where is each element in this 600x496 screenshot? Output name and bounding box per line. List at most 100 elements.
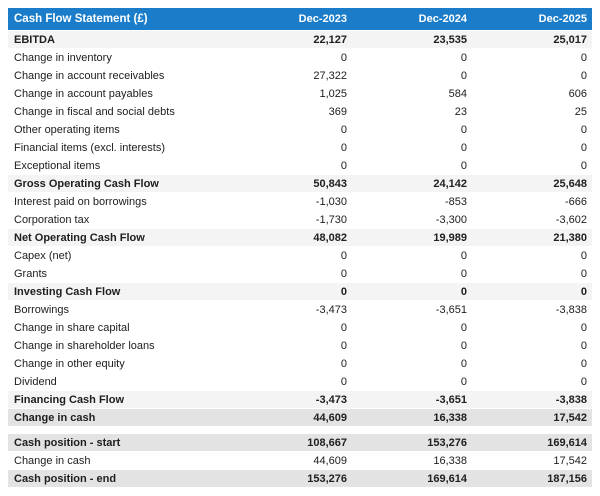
row-value: 0: [352, 337, 472, 355]
table-row: Capex (net) 0 0 0: [8, 247, 592, 265]
row-value: 0: [352, 355, 472, 373]
cash-flow-table: Cash Flow Statement (£) Dec-2023 Dec-202…: [8, 8, 592, 488]
row-label: Corporation tax: [8, 211, 232, 229]
row-value: 16,338: [352, 409, 472, 427]
row-value: 0: [472, 265, 592, 283]
row-value: -1,730: [232, 211, 352, 229]
row-value: -3,651: [352, 391, 472, 409]
row-label: Exceptional items: [8, 157, 232, 175]
row-value: -3,838: [472, 391, 592, 409]
table-row: Change in account receivables 27,322 0 0: [8, 67, 592, 85]
row-value: 0: [472, 157, 592, 175]
table-row: Other operating items 0 0 0: [8, 121, 592, 139]
table-row: Borrowings -3,473 -3,651 -3,838: [8, 301, 592, 319]
row-value: 0: [472, 121, 592, 139]
row-label: Change in other equity: [8, 355, 232, 373]
row-value: 0: [232, 49, 352, 67]
row-value: 50,843: [232, 175, 352, 193]
table-row: Grants 0 0 0: [8, 265, 592, 283]
row-value: 169,614: [472, 427, 592, 452]
table-row: EBITDA 22,127 23,535 25,017: [8, 31, 592, 49]
row-value: -3,651: [352, 301, 472, 319]
row-value: 23: [352, 103, 472, 121]
table-row: Financing Cash Flow -3,473 -3,651 -3,838: [8, 391, 592, 409]
row-value: 0: [352, 139, 472, 157]
row-label: Change in inventory: [8, 49, 232, 67]
row-value: 17,542: [472, 409, 592, 427]
row-value: 1,025: [232, 85, 352, 103]
row-label: Investing Cash Flow: [8, 283, 232, 301]
row-value: 584: [352, 85, 472, 103]
table-row: Change in other equity 0 0 0: [8, 355, 592, 373]
table-row: Financial items (excl. interests) 0 0 0: [8, 139, 592, 157]
row-value: 25,648: [472, 175, 592, 193]
table-title: Cash Flow Statement (£): [8, 8, 232, 31]
table-body: EBITDA 22,127 23,535 25,017 Change in invent…: [8, 31, 592, 488]
row-value: -666: [472, 193, 592, 211]
row-value: 0: [232, 337, 352, 355]
row-label: Change in share capital: [8, 319, 232, 337]
row-value: 23,535: [352, 31, 472, 49]
row-label: Change in shareholder loans: [8, 337, 232, 355]
row-value: 0: [352, 247, 472, 265]
row-value: 16,338: [352, 452, 472, 470]
row-label: Change in account payables: [8, 85, 232, 103]
table-row: Net Operating Cash Flow 48,082 19,989 21,38…: [8, 229, 592, 247]
table-row: Cash position - end 153,276 169,614 187,156: [8, 470, 592, 488]
table-row: Change in account payables 1,025 584 606: [8, 85, 592, 103]
row-label: Change in account receivables: [8, 67, 232, 85]
row-label: Dividend: [8, 373, 232, 391]
row-value: 0: [472, 139, 592, 157]
row-value: -3,838: [472, 301, 592, 319]
row-value: 0: [352, 157, 472, 175]
row-value: 0: [352, 265, 472, 283]
row-value: 25: [472, 103, 592, 121]
column-header-dec-2025: Dec-2025: [472, 8, 592, 31]
row-label: Gross Operating Cash Flow: [8, 175, 232, 193]
column-header-dec-2023: Dec-2023: [232, 8, 352, 31]
table-row: Gross Operating Cash Flow 50,843 24,142 25,…: [8, 175, 592, 193]
table-row: Interest paid on borrowings -1,030 -853 -66…: [8, 193, 592, 211]
table-row: Change in fiscal and social debts 369 23 25: [8, 103, 592, 121]
row-value: 0: [472, 283, 592, 301]
row-value: 44,609: [232, 452, 352, 470]
row-value: 0: [472, 247, 592, 265]
row-value: 27,322: [232, 67, 352, 85]
header-row: Cash Flow Statement (£) Dec-2023 Dec-202…: [8, 8, 592, 31]
row-label: Financial items (excl. interests): [8, 139, 232, 157]
table-row: Change in cash 44,609 16,338 17,542: [8, 409, 592, 427]
row-label: EBITDA: [8, 31, 232, 49]
table-row: Dividend 0 0 0: [8, 373, 592, 391]
row-value: -3,473: [232, 301, 352, 319]
row-value: 0: [232, 355, 352, 373]
row-value: 369: [232, 103, 352, 121]
row-label: Net Operating Cash Flow: [8, 229, 232, 247]
row-label: Cash position - start: [8, 427, 232, 452]
table-row: Change in shareholder loans 0 0 0: [8, 337, 592, 355]
row-value: 0: [352, 67, 472, 85]
row-value: 0: [352, 373, 472, 391]
row-value: 44,609: [232, 409, 352, 427]
row-label: Change in cash: [8, 409, 232, 427]
row-value: 0: [472, 67, 592, 85]
row-value: 108,667: [232, 427, 352, 452]
row-value: 48,082: [232, 229, 352, 247]
row-value: 22,127: [232, 31, 352, 49]
row-value: 0: [472, 337, 592, 355]
row-label: Cash position - end: [8, 470, 232, 488]
row-label: Capex (net): [8, 247, 232, 265]
row-value: 187,156: [472, 470, 592, 488]
row-value: 0: [472, 355, 592, 373]
row-value: 0: [352, 121, 472, 139]
row-value: 153,276: [352, 427, 472, 452]
row-value: 0: [352, 49, 472, 67]
row-value: 24,142: [352, 175, 472, 193]
row-value: 0: [472, 49, 592, 67]
column-header-dec-2024: Dec-2024: [352, 8, 472, 31]
row-value: 169,614: [352, 470, 472, 488]
row-value: 0: [352, 283, 472, 301]
table-row: Exceptional items 0 0 0: [8, 157, 592, 175]
row-value: 19,989: [352, 229, 472, 247]
row-value: 0: [232, 121, 352, 139]
